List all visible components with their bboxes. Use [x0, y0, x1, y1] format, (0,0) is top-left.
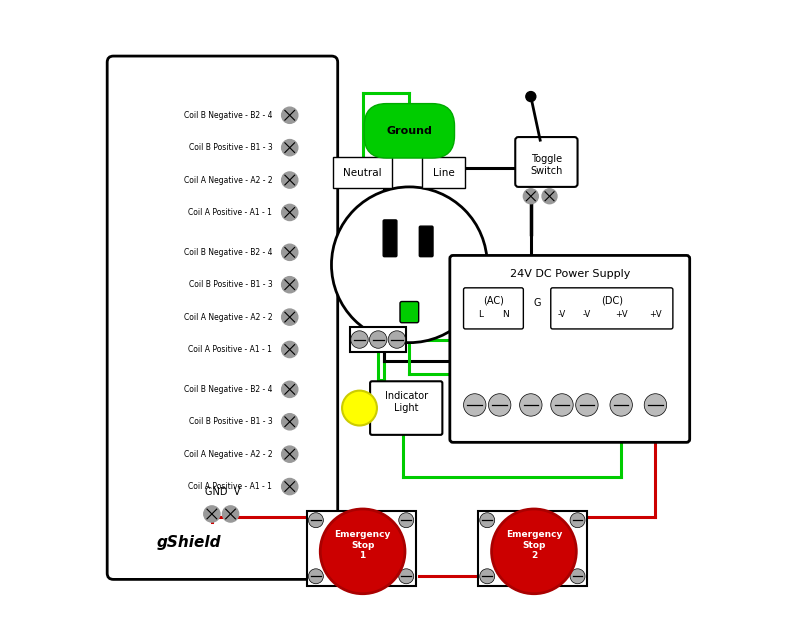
Circle shape — [570, 513, 585, 528]
Circle shape — [282, 309, 298, 325]
FancyBboxPatch shape — [351, 399, 367, 417]
Circle shape — [282, 204, 298, 221]
Circle shape — [309, 569, 323, 584]
Text: N: N — [502, 310, 510, 319]
Circle shape — [370, 331, 387, 348]
Circle shape — [204, 506, 220, 522]
Circle shape — [550, 394, 573, 416]
Circle shape — [489, 394, 511, 416]
FancyBboxPatch shape — [450, 255, 690, 442]
Text: GND  V: GND V — [205, 487, 240, 497]
Circle shape — [388, 331, 406, 348]
Text: Coil A Negative - A2 - 2: Coil A Negative - A2 - 2 — [184, 313, 272, 321]
Circle shape — [570, 569, 585, 584]
FancyBboxPatch shape — [107, 56, 338, 579]
Text: Indicator
Light: Indicator Light — [385, 391, 428, 412]
Circle shape — [480, 569, 494, 584]
Text: -V: -V — [558, 310, 566, 319]
FancyBboxPatch shape — [419, 226, 433, 257]
FancyBboxPatch shape — [383, 220, 397, 257]
Circle shape — [282, 172, 298, 188]
Text: Coil A Negative - A2 - 2: Coil A Negative - A2 - 2 — [184, 450, 272, 459]
Text: Neutral: Neutral — [343, 168, 382, 178]
Circle shape — [480, 513, 494, 528]
Circle shape — [282, 341, 298, 358]
Text: (DC): (DC) — [601, 296, 623, 306]
Circle shape — [463, 394, 486, 416]
Circle shape — [282, 140, 298, 156]
Text: Emergency
Stop
1: Emergency Stop 1 — [334, 530, 391, 560]
Circle shape — [320, 509, 405, 594]
Text: Ground: Ground — [386, 126, 432, 136]
FancyBboxPatch shape — [400, 302, 418, 323]
Text: L: L — [478, 310, 483, 319]
FancyBboxPatch shape — [515, 137, 578, 187]
Circle shape — [350, 331, 368, 348]
Text: -V: -V — [582, 310, 591, 319]
Circle shape — [282, 414, 298, 430]
Circle shape — [282, 107, 298, 123]
Text: +V: +V — [649, 310, 662, 319]
Circle shape — [526, 92, 536, 102]
Circle shape — [520, 394, 542, 416]
Circle shape — [576, 394, 598, 416]
FancyBboxPatch shape — [463, 288, 523, 329]
Circle shape — [222, 506, 238, 522]
Circle shape — [342, 391, 377, 426]
Circle shape — [398, 513, 414, 528]
Text: Coil B Negative - B2 - 4: Coil B Negative - B2 - 4 — [184, 248, 272, 257]
FancyBboxPatch shape — [370, 381, 442, 435]
Circle shape — [282, 446, 298, 462]
FancyBboxPatch shape — [478, 511, 587, 586]
Text: G: G — [534, 298, 541, 308]
Circle shape — [282, 277, 298, 293]
Text: +V: +V — [615, 310, 627, 319]
FancyBboxPatch shape — [350, 327, 406, 352]
Circle shape — [282, 478, 298, 495]
Circle shape — [523, 189, 538, 204]
Text: Coil B Negative - B2 - 4: Coil B Negative - B2 - 4 — [184, 385, 272, 394]
Text: gShield: gShield — [157, 535, 222, 549]
FancyBboxPatch shape — [306, 511, 415, 586]
Circle shape — [610, 394, 632, 416]
Text: Coil B Positive - B1 - 3: Coil B Positive - B1 - 3 — [189, 143, 272, 152]
Text: Coil A Positive - A1 - 1: Coil A Positive - A1 - 1 — [189, 345, 272, 354]
FancyBboxPatch shape — [550, 288, 673, 329]
Text: (AC): (AC) — [483, 296, 504, 306]
Text: Coil A Positive - A1 - 1: Coil A Positive - A1 - 1 — [189, 208, 272, 217]
Text: Line: Line — [433, 168, 454, 178]
Circle shape — [331, 187, 487, 343]
Text: Coil B Positive - B1 - 3: Coil B Positive - B1 - 3 — [189, 280, 272, 289]
Circle shape — [491, 509, 576, 594]
Text: Toggle
Switch: Toggle Switch — [530, 155, 562, 176]
Text: Coil B Negative - B2 - 4: Coil B Negative - B2 - 4 — [184, 111, 272, 120]
Circle shape — [542, 189, 557, 204]
Text: Coil B Positive - B1 - 3: Coil B Positive - B1 - 3 — [189, 417, 272, 426]
Text: Coil A Negative - A2 - 2: Coil A Negative - A2 - 2 — [184, 176, 272, 184]
Text: 24V DC Power Supply: 24V DC Power Supply — [510, 269, 630, 279]
Circle shape — [644, 394, 666, 416]
Text: Coil A Positive - A1 - 1: Coil A Positive - A1 - 1 — [189, 482, 272, 491]
Circle shape — [282, 244, 298, 260]
Circle shape — [398, 569, 414, 584]
Circle shape — [309, 513, 323, 528]
Text: Emergency
Stop
2: Emergency Stop 2 — [506, 530, 562, 560]
Circle shape — [282, 381, 298, 397]
